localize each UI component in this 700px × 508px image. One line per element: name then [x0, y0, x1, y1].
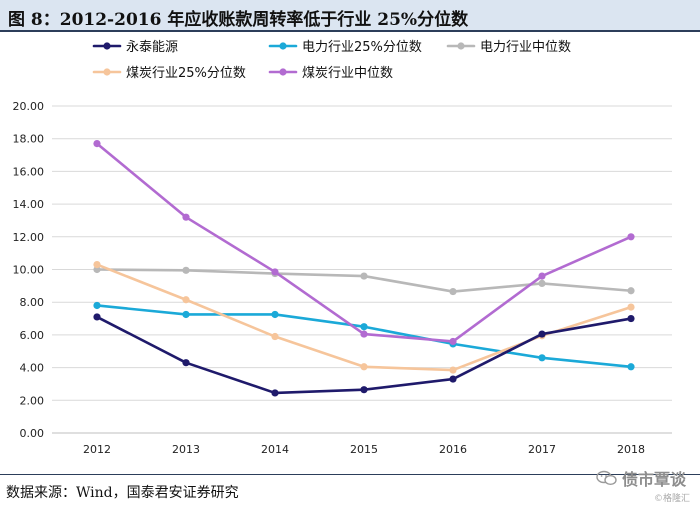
y-tick-label: 20.00 — [13, 100, 45, 113]
data-point — [360, 363, 368, 371]
y-tick-label: 10.00 — [13, 264, 45, 277]
data-point — [271, 332, 279, 341]
data-point — [182, 296, 190, 304]
data-point — [627, 314, 635, 323]
data-point — [627, 287, 635, 295]
data-point — [360, 272, 368, 280]
data-point — [182, 213, 190, 221]
data-point — [449, 375, 457, 383]
data-point — [538, 272, 546, 280]
legend-marker — [457, 42, 465, 50]
y-tick-label: 2.00 — [20, 394, 45, 407]
y-tick-label: 18.00 — [13, 133, 45, 146]
data-point — [449, 337, 457, 346]
figure-title-band: 图 8：2012-2016 年应收账款周转率低于行业 25%分位数 — [0, 0, 700, 30]
data-point — [627, 363, 635, 371]
x-tick-label: 2015 — [350, 443, 378, 456]
y-tick-label: 12.00 — [13, 231, 45, 244]
legend-label: 煤炭行业25%分位数 — [126, 66, 246, 81]
y-tick-label: 0.00 — [20, 427, 45, 440]
data-point — [449, 366, 457, 374]
y-tick-label: 6.00 — [20, 329, 45, 342]
data-point — [627, 233, 635, 241]
data-point — [271, 310, 279, 319]
legend-label: 煤炭行业中位数 — [302, 66, 393, 81]
x-tick-label: 2012 — [83, 443, 111, 456]
x-tick-label: 2018 — [617, 443, 645, 456]
x-tick-label: 2017 — [528, 443, 556, 456]
data-point — [93, 313, 101, 321]
y-tick-label: 8.00 — [20, 296, 45, 309]
data-point — [360, 386, 368, 394]
data-point — [182, 266, 190, 274]
data-point — [182, 310, 190, 319]
x-tick-label: 2014 — [261, 443, 289, 456]
figure-source: 数据来源：Wind，国泰君安证券研究 — [6, 485, 239, 501]
x-tick-label: 2016 — [439, 443, 467, 456]
data-point — [182, 359, 190, 367]
legend-marker — [103, 42, 111, 50]
data-point — [93, 140, 101, 148]
title-divider — [0, 30, 700, 32]
y-tick-label: 4.00 — [20, 362, 45, 375]
y-tick-label: 16.00 — [13, 165, 45, 178]
data-point — [271, 268, 279, 276]
figure-title: 图 8：2012-2016 年应收账款周转率低于行业 25%分位数 — [8, 10, 469, 30]
legend-marker — [279, 68, 287, 76]
legend-label: 电力行业中位数 — [480, 40, 571, 55]
legend-label: 永泰能源 — [126, 40, 178, 55]
data-point — [538, 279, 546, 287]
series-line — [95, 142, 633, 343]
watermark-subtext: ©格隆汇 — [653, 494, 690, 504]
data-point — [627, 303, 635, 311]
watermark: 债市覃谈 — [596, 466, 686, 490]
data-point — [538, 354, 546, 362]
data-point — [360, 323, 368, 331]
data-point — [360, 330, 368, 338]
wechat-icon — [596, 470, 617, 486]
legend-marker — [279, 42, 287, 50]
data-point — [93, 301, 101, 310]
data-point — [271, 389, 279, 397]
source-divider — [0, 474, 700, 475]
data-point — [449, 287, 457, 296]
line-chart: 0.00 2.00 4.00 6.00 8.00 10.00 12.00 14.00 16.00… — [13, 40, 672, 456]
watermark-text: 债市覃谈 — [621, 470, 686, 489]
legend-label: 电力行业25%分位数 — [302, 40, 422, 55]
data-point — [93, 260, 101, 269]
legend-marker — [103, 68, 111, 76]
x-tick-label: 2013 — [172, 443, 200, 456]
data-point — [538, 330, 546, 338]
series-line — [95, 263, 633, 372]
y-tick-label: 14.00 — [13, 198, 45, 211]
